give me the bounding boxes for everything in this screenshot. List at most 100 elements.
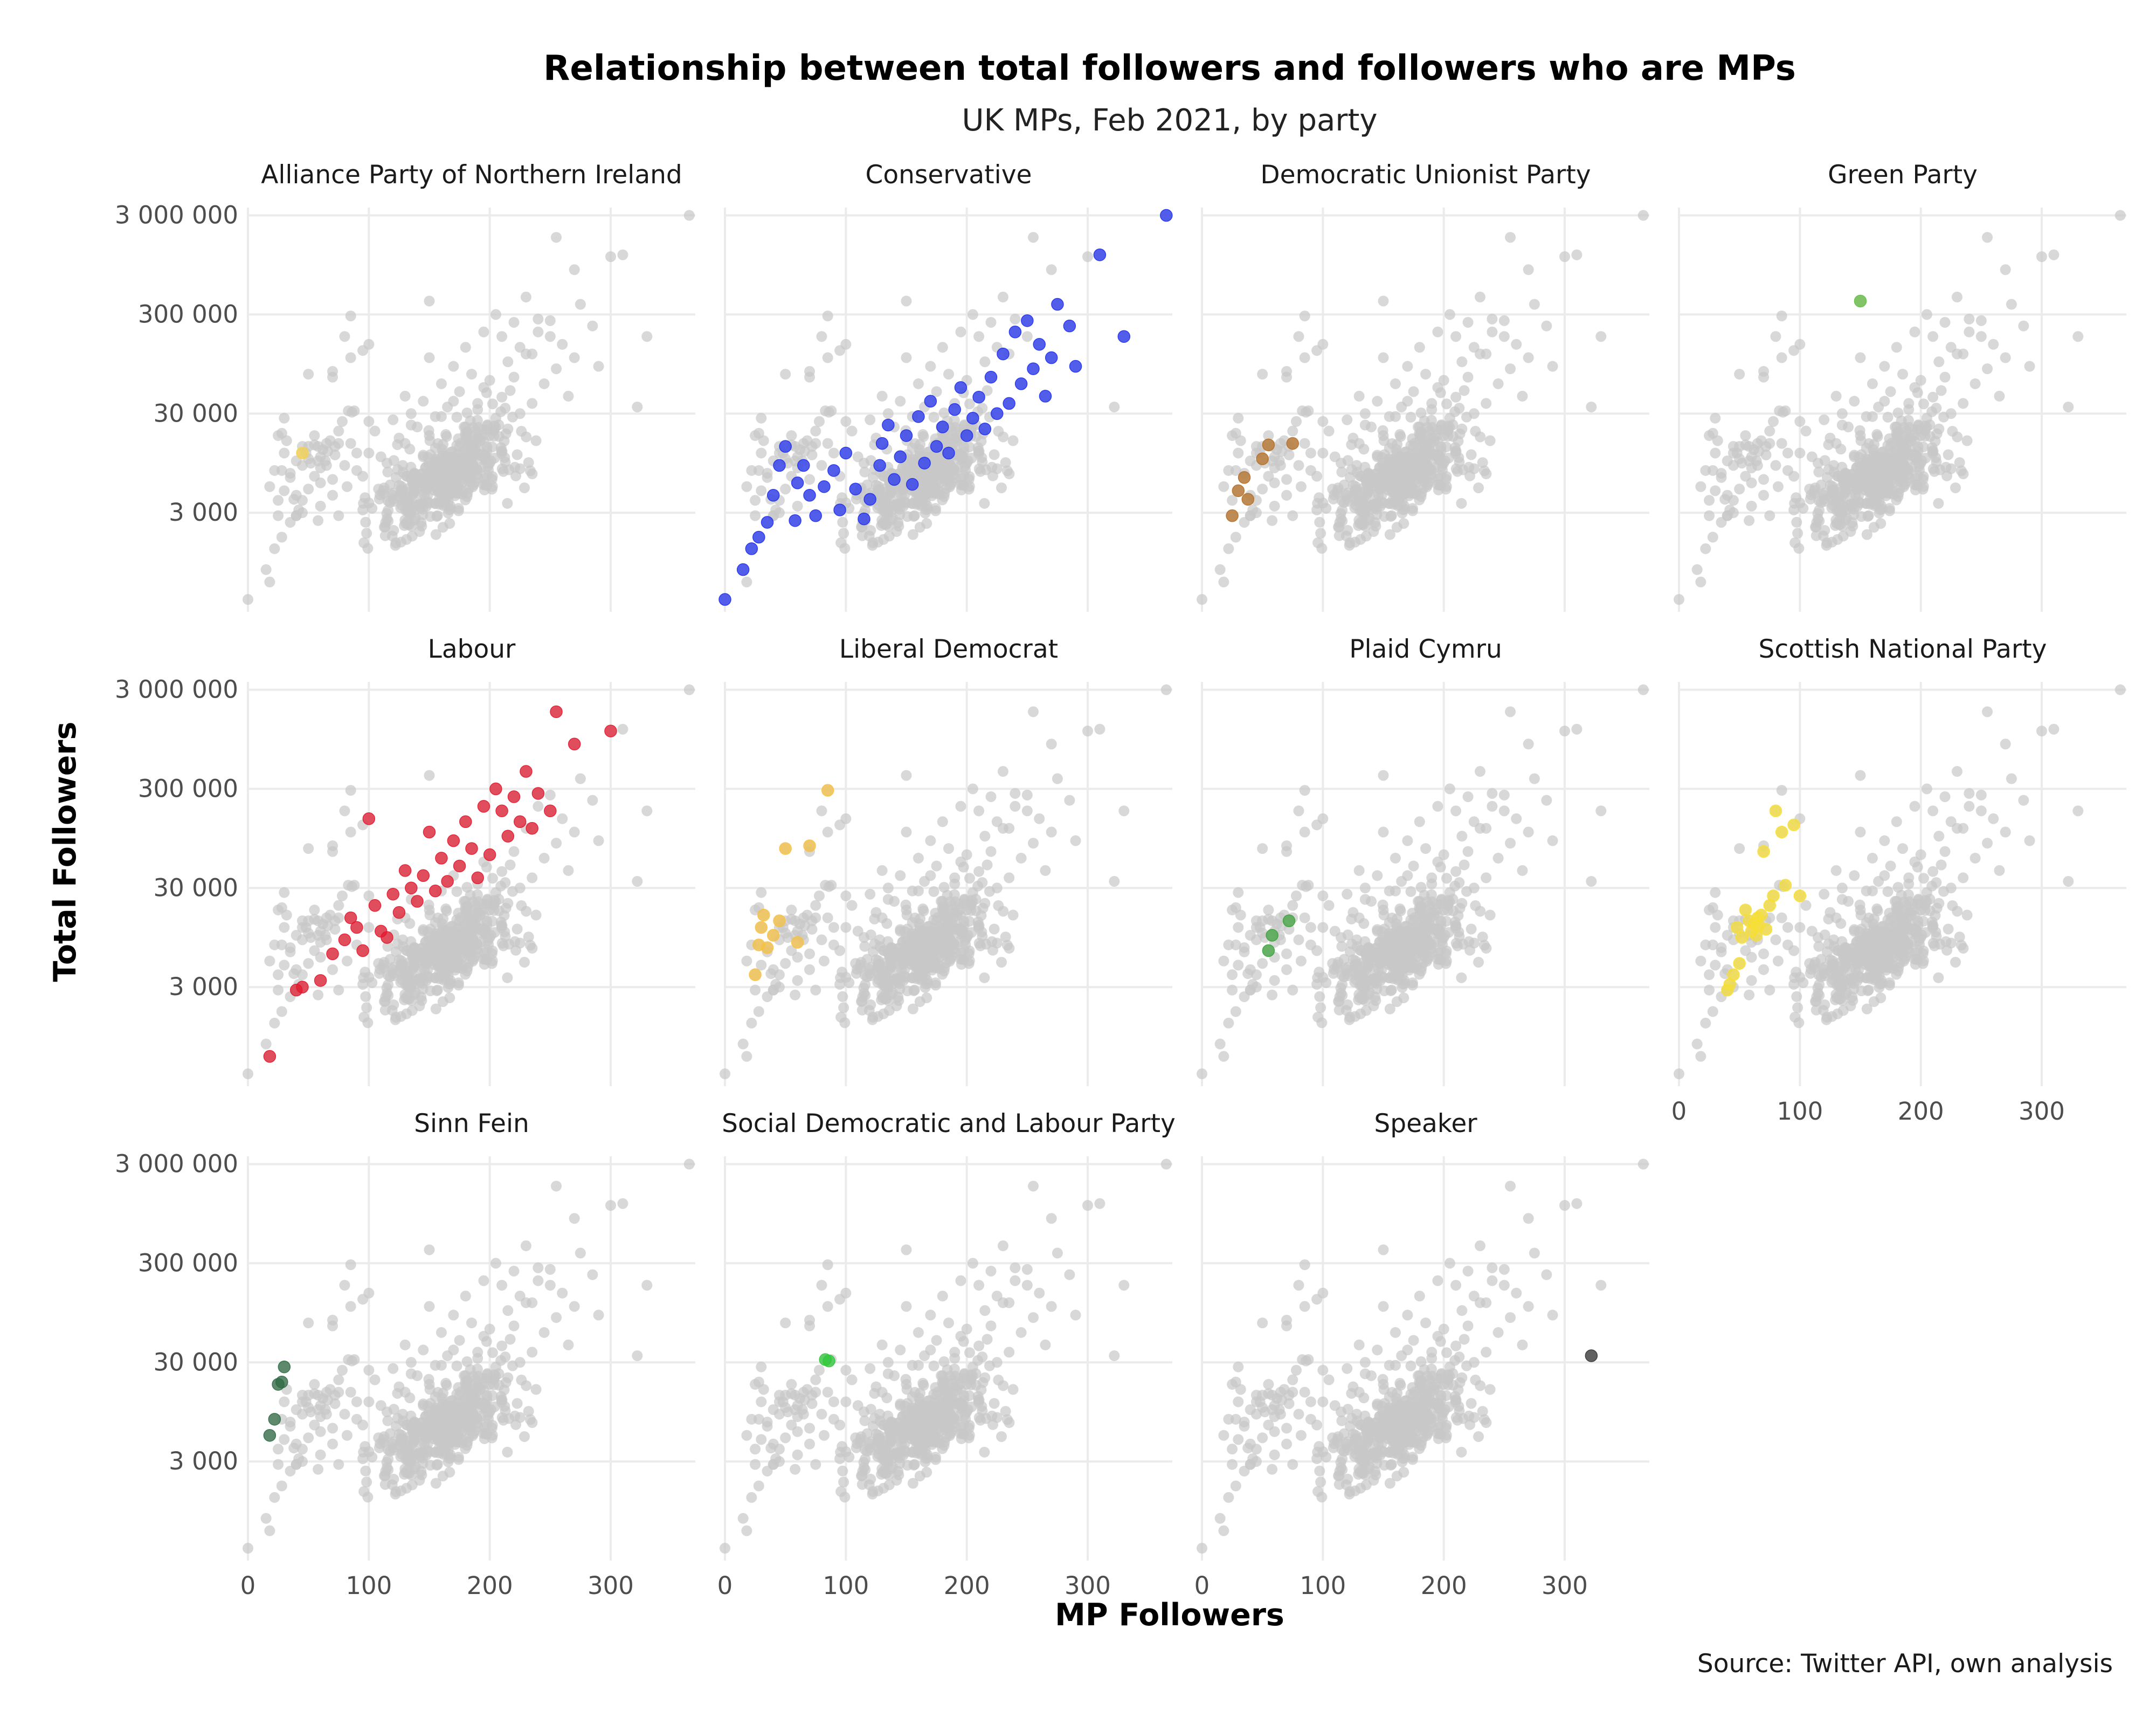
party-point bbox=[1854, 294, 1867, 308]
background-point bbox=[746, 1017, 757, 1029]
facet-panel: Liberal Democrat bbox=[720, 634, 1172, 1086]
background-point bbox=[1287, 425, 1298, 437]
background-point bbox=[1832, 470, 1843, 481]
background-point bbox=[1109, 875, 1120, 887]
background-point bbox=[1695, 1051, 1706, 1062]
background-point bbox=[1021, 805, 1033, 817]
background-point bbox=[897, 462, 908, 473]
background-point bbox=[1758, 474, 1770, 485]
background-point bbox=[1317, 416, 1329, 427]
background-point bbox=[1407, 503, 1418, 514]
party-point bbox=[984, 370, 998, 384]
background-point bbox=[1358, 918, 1370, 929]
background-point bbox=[1492, 378, 1504, 389]
background-point bbox=[1988, 813, 1999, 824]
party-point bbox=[972, 390, 985, 404]
background-point bbox=[907, 529, 918, 540]
background-point bbox=[1710, 412, 1721, 424]
background-point bbox=[1342, 455, 1353, 466]
background-point bbox=[1994, 865, 2005, 876]
background-point bbox=[822, 438, 833, 449]
party-point bbox=[894, 450, 907, 464]
background-point bbox=[1767, 416, 1779, 427]
background-point bbox=[563, 390, 574, 402]
party-point bbox=[821, 784, 834, 797]
background-point bbox=[455, 463, 466, 474]
background-point bbox=[1462, 846, 1474, 857]
background-point bbox=[1337, 515, 1348, 527]
background-point bbox=[2063, 875, 2074, 887]
background-point bbox=[1315, 1002, 1326, 1013]
background-point bbox=[1964, 801, 1975, 812]
background-point bbox=[357, 345, 369, 356]
background-point bbox=[424, 295, 435, 307]
background-point bbox=[452, 923, 464, 934]
party-point bbox=[849, 482, 862, 495]
background-point bbox=[1927, 331, 1939, 342]
background-point bbox=[1529, 773, 1540, 784]
background-point bbox=[484, 1323, 495, 1335]
party-point bbox=[423, 825, 436, 839]
background-point bbox=[1299, 826, 1310, 838]
background-point bbox=[1903, 889, 1914, 900]
background-point bbox=[1867, 456, 1878, 467]
background-point bbox=[1218, 955, 1229, 967]
background-point bbox=[1891, 904, 1903, 915]
background-point bbox=[1927, 391, 1939, 403]
party-point bbox=[1232, 484, 1245, 498]
background-point bbox=[1868, 996, 1879, 1008]
background-point bbox=[1855, 435, 1867, 446]
background-point bbox=[533, 313, 544, 325]
background-point bbox=[1010, 801, 1021, 812]
background-point bbox=[1233, 412, 1244, 424]
background-point bbox=[276, 427, 287, 439]
background-point bbox=[881, 993, 892, 1005]
party-point bbox=[749, 968, 762, 981]
background-point bbox=[877, 970, 888, 981]
background-point bbox=[309, 1379, 320, 1390]
background-point bbox=[641, 1280, 653, 1291]
background-point bbox=[339, 805, 350, 817]
background-point bbox=[1414, 430, 1426, 441]
background-point bbox=[1475, 431, 1486, 443]
background-point bbox=[1873, 401, 1884, 412]
background-point bbox=[1227, 984, 1238, 996]
background-point bbox=[363, 447, 375, 459]
background-point bbox=[430, 1360, 441, 1371]
background-point bbox=[279, 1396, 290, 1407]
background-point bbox=[1559, 251, 1570, 263]
background-point bbox=[1727, 495, 1739, 506]
background-point bbox=[1230, 902, 1241, 913]
party-point bbox=[1767, 889, 1780, 902]
background-point bbox=[1819, 414, 1830, 425]
background-point bbox=[361, 1002, 372, 1013]
background-point bbox=[965, 900, 977, 911]
background-point bbox=[1487, 788, 1498, 799]
background-point bbox=[720, 1068, 730, 1080]
background-point bbox=[895, 870, 906, 881]
background-point bbox=[1909, 801, 1920, 812]
party-point bbox=[761, 516, 774, 529]
background-point bbox=[1879, 835, 1890, 846]
background-point bbox=[1094, 723, 1105, 735]
background-point bbox=[544, 331, 556, 342]
party-point bbox=[766, 929, 780, 942]
background-point bbox=[1218, 481, 1229, 492]
background-point bbox=[1293, 805, 1304, 817]
background-point bbox=[363, 922, 375, 933]
background-point bbox=[520, 1240, 531, 1252]
background-point bbox=[279, 960, 290, 971]
background-point bbox=[877, 495, 888, 507]
party-point bbox=[936, 420, 949, 433]
background-point bbox=[1710, 447, 1721, 459]
party-point bbox=[1262, 944, 1275, 957]
background-point bbox=[1772, 955, 1784, 967]
background-point bbox=[1505, 706, 1516, 717]
background-point bbox=[423, 425, 434, 436]
background-point bbox=[908, 955, 920, 967]
background-point bbox=[551, 363, 562, 375]
background-point bbox=[1385, 481, 1397, 492]
background-point bbox=[502, 356, 514, 368]
background-point bbox=[264, 955, 275, 967]
facet-panel: Plaid Cymru bbox=[1197, 634, 1649, 1086]
